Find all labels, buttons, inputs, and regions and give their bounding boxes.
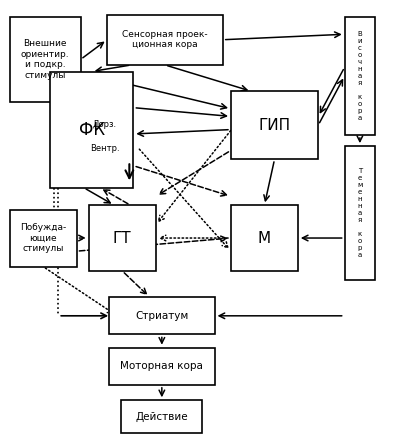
Text: Сенсорная проек-
ционная кора: Сенсорная проек- ционная кора — [122, 30, 208, 49]
Text: Действие: Действие — [135, 411, 188, 422]
Text: Побужда-
ющие
стимулы: Побужда- ющие стимулы — [20, 223, 66, 253]
FancyBboxPatch shape — [345, 146, 375, 280]
FancyBboxPatch shape — [9, 17, 81, 102]
Text: Вентр.: Вентр. — [90, 144, 120, 153]
Text: Стриатум: Стриатум — [135, 311, 189, 321]
Text: ГТ: ГТ — [113, 231, 132, 246]
FancyBboxPatch shape — [109, 297, 215, 334]
Text: ГИП: ГИП — [258, 118, 291, 133]
FancyBboxPatch shape — [109, 348, 215, 385]
Text: Внешние
ориентир.
и подкр.
стимулы: Внешние ориентир. и подкр. стимулы — [21, 39, 70, 79]
Text: Моторная кора: Моторная кора — [120, 361, 203, 371]
Text: М: М — [258, 231, 271, 246]
Text: В
и
с
о
ч
н
а
я
 
к
о
р
а: В и с о ч н а я к о р а — [357, 31, 362, 121]
FancyBboxPatch shape — [231, 205, 298, 271]
FancyBboxPatch shape — [121, 400, 202, 433]
FancyBboxPatch shape — [107, 15, 223, 65]
Text: ФК: ФК — [79, 120, 105, 138]
FancyBboxPatch shape — [50, 71, 133, 187]
FancyBboxPatch shape — [89, 205, 156, 271]
Text: Т
е
м
е
н
н
а
я
 
к
о
р
а: Т е м е н н а я к о р а — [357, 168, 362, 258]
FancyBboxPatch shape — [231, 91, 318, 159]
FancyBboxPatch shape — [9, 209, 76, 266]
Text: Дорз.: Дорз. — [93, 120, 117, 129]
FancyBboxPatch shape — [345, 17, 375, 135]
